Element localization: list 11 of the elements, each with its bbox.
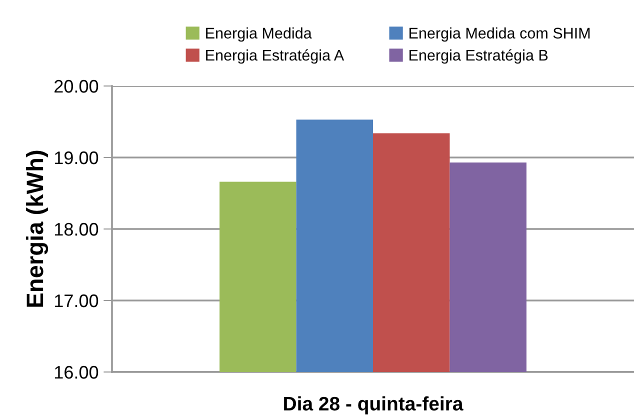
y-axis-title: Energia (kWh) — [26, 150, 48, 307]
x-axis-title: Dia 28 - quinta-feira — [284, 396, 464, 414]
legend-label: Energia Medida com SHIM — [410, 27, 590, 42]
y-tick-label: 17.00 — [55, 294, 98, 308]
y-tick-label: 19.00 — [55, 151, 98, 164]
y-tick-label: 18.00 — [55, 222, 98, 236]
legend-label: Energia Medida — [206, 27, 312, 42]
y-tick-label: 20.00 — [54, 80, 98, 93]
legend-label: Energia Estratégia A — [206, 49, 344, 64]
legend-label: Energia Estratégia B — [410, 49, 548, 64]
y-tick-label: 16.00 — [55, 366, 98, 379]
